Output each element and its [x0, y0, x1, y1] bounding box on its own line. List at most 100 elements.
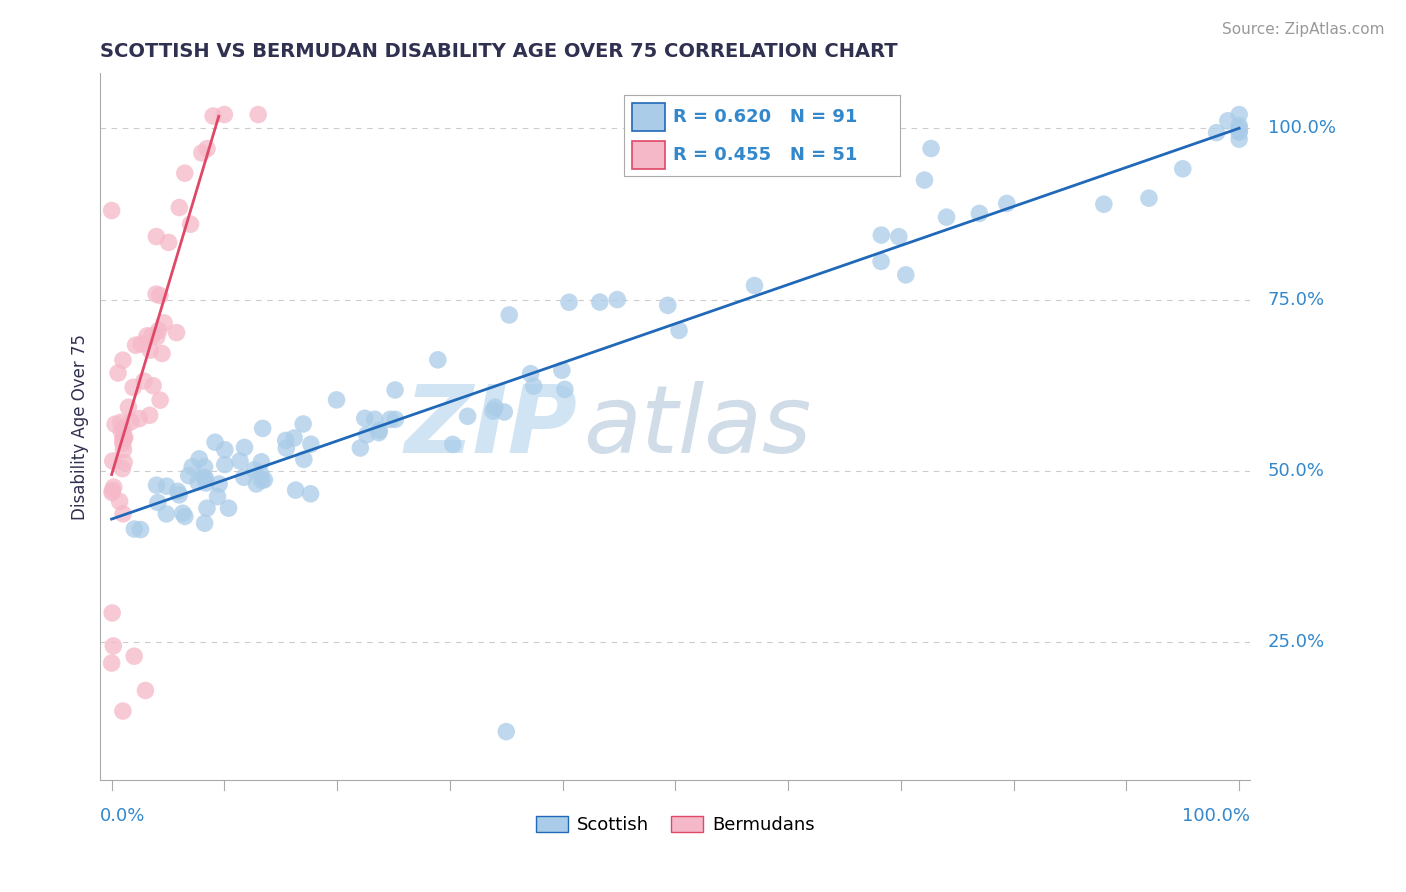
Point	[1227, 124, 1250, 138]
Point	[169, 201, 191, 215]
Text: 50.0%: 50.0%	[1268, 462, 1324, 480]
Point	[657, 298, 679, 312]
Point	[194, 471, 217, 485]
Point	[141, 328, 163, 343]
Point	[132, 374, 155, 388]
Point	[202, 109, 225, 123]
Point	[112, 507, 135, 521]
Point	[101, 485, 124, 500]
Point	[146, 495, 169, 509]
Point	[104, 417, 127, 432]
Point	[149, 288, 172, 302]
Point	[101, 606, 124, 620]
Point	[156, 479, 179, 493]
Point	[124, 338, 146, 352]
Point	[441, 437, 464, 451]
Point	[112, 442, 135, 457]
Point	[110, 424, 132, 438]
Point	[484, 401, 506, 415]
Point	[177, 468, 200, 483]
Point	[128, 411, 150, 425]
Legend: Scottish, Bermudans: Scottish, Bermudans	[536, 816, 815, 834]
Point	[155, 507, 177, 521]
Point	[103, 480, 125, 494]
Point	[353, 411, 375, 425]
Point	[181, 459, 204, 474]
Point	[356, 427, 378, 442]
Point	[194, 516, 217, 531]
Point	[247, 107, 270, 121]
Point	[1216, 113, 1239, 128]
Point	[1227, 120, 1250, 135]
Point	[606, 293, 628, 307]
Point	[250, 455, 273, 469]
Point	[136, 329, 159, 343]
Point	[191, 145, 214, 160]
Point	[1171, 161, 1194, 176]
Point	[283, 431, 305, 445]
Point	[364, 412, 387, 426]
Point	[173, 166, 195, 180]
Point	[101, 483, 124, 498]
Point	[149, 393, 172, 408]
Point	[250, 473, 273, 487]
Point	[110, 415, 132, 429]
Point	[145, 478, 167, 492]
Point	[325, 392, 347, 407]
Point	[494, 405, 516, 419]
Point	[145, 330, 167, 344]
Text: 25.0%: 25.0%	[1268, 633, 1324, 651]
Text: atlas: atlas	[583, 381, 811, 472]
Point	[995, 196, 1018, 211]
Point	[233, 441, 256, 455]
Point	[129, 337, 152, 351]
Text: 100.0%: 100.0%	[1182, 807, 1250, 825]
Point	[204, 435, 226, 450]
Point	[299, 437, 322, 451]
Point	[193, 459, 215, 474]
Point	[167, 488, 190, 502]
Point	[195, 142, 218, 156]
Point	[554, 383, 576, 397]
Point	[292, 452, 315, 467]
Point	[122, 380, 145, 394]
Point	[134, 683, 156, 698]
Point	[193, 470, 215, 484]
Text: 75.0%: 75.0%	[1268, 291, 1324, 309]
Point	[1205, 126, 1227, 140]
Point	[498, 308, 520, 322]
Point	[111, 704, 134, 718]
Point	[112, 430, 135, 444]
Point	[1227, 107, 1250, 121]
Point	[124, 522, 146, 536]
Point	[145, 287, 167, 301]
Point	[114, 431, 136, 445]
Point	[148, 324, 170, 338]
Point	[120, 415, 142, 429]
Point	[232, 470, 254, 484]
Point	[195, 475, 218, 490]
Point	[589, 295, 612, 310]
Point	[870, 254, 893, 268]
Point	[101, 454, 124, 468]
Point	[378, 412, 401, 426]
Point	[920, 141, 942, 155]
Point	[138, 409, 160, 423]
Point	[153, 316, 176, 330]
Point	[107, 366, 129, 380]
Point	[100, 203, 122, 218]
Point	[111, 461, 134, 475]
Point	[384, 383, 406, 397]
Point	[870, 228, 893, 243]
Point	[1137, 191, 1160, 205]
Point	[426, 352, 449, 367]
Point	[145, 229, 167, 244]
Point	[229, 454, 252, 468]
Point	[214, 107, 236, 121]
Point	[253, 473, 276, 487]
Point	[274, 434, 297, 448]
Point	[103, 639, 125, 653]
Point	[187, 475, 209, 489]
Point	[122, 649, 145, 664]
Point	[894, 268, 917, 282]
